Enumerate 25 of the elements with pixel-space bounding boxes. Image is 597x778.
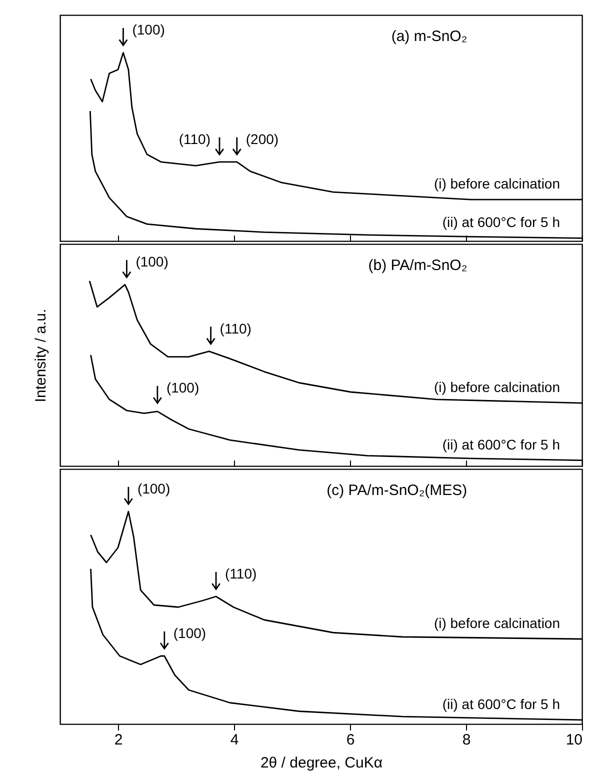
annotation: (100) <box>173 625 206 641</box>
series-label: (ii) at 600°C for 5 h <box>442 214 560 230</box>
chart-title: (a) m-SnO₂ <box>391 28 468 45</box>
chart-title: (c) PA/m-SnO₂(MES) <box>326 482 468 499</box>
series-label: (ii) at 600°C for 5 h <box>442 696 560 712</box>
x-tick-label: 10 <box>566 732 582 748</box>
chart-title: (b) PA/m-SnO₂ <box>368 257 468 274</box>
annotation: (110) <box>225 566 257 582</box>
annotation: (200) <box>246 130 279 147</box>
x-tick-label: 8 <box>462 732 471 748</box>
x-axis-title: 2θ / degree, CuKα <box>260 754 383 772</box>
x-tick-label: 4 <box>230 732 239 748</box>
annotation: (100) <box>137 480 170 496</box>
series-label: (i) before calcination <box>434 615 560 631</box>
annotation: (110) <box>220 320 252 336</box>
annotation: (100) <box>166 380 200 396</box>
x-tick-label: 2 <box>114 732 123 748</box>
series-label: (i) before calcination <box>434 379 560 396</box>
annotation: (110) <box>178 130 210 147</box>
series-label: (i) before calcination <box>434 176 560 192</box>
x-tick-label: 6 <box>346 732 355 748</box>
series-label: (ii) at 600°C for 5 h <box>442 436 560 452</box>
annotation: (100) <box>132 22 165 38</box>
annotation: (100) <box>136 254 168 270</box>
y-axis-title: Intensity / a.u. <box>32 308 50 402</box>
